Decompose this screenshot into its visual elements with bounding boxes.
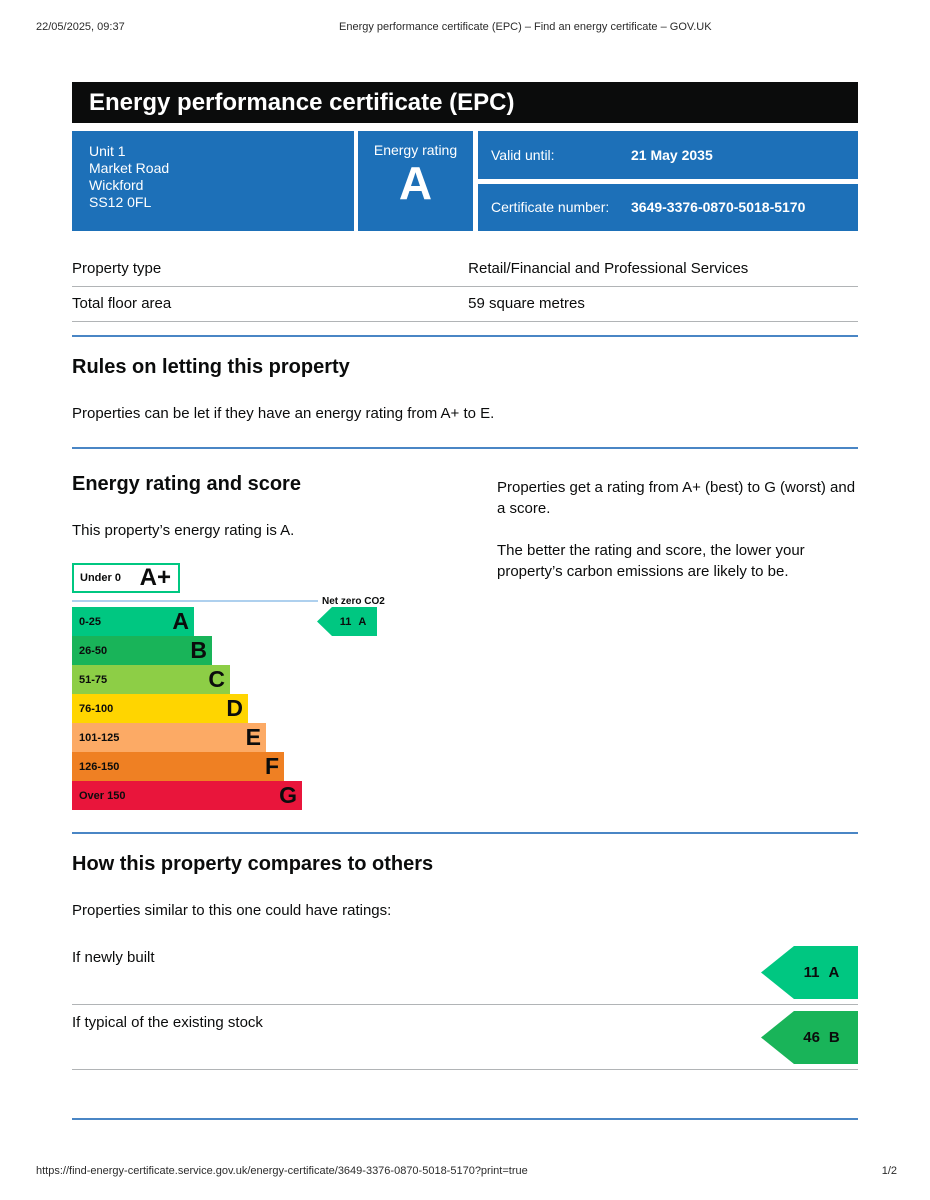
band-e: 101-125 E — [72, 723, 266, 752]
print-url: https://find-energy-certificate.service.… — [36, 1165, 528, 1177]
band-range: Under 0 — [80, 572, 121, 584]
floor-area-value: 59 square metres — [468, 286, 858, 322]
section-divider — [72, 447, 858, 449]
compare-heading: How this property compares to others — [72, 853, 434, 875]
address-line-4: SS12 0FL — [89, 194, 152, 210]
rating-section: Energy rating and score This property’s … — [72, 473, 858, 810]
band-a-plus: Under 0 A+ — [72, 563, 180, 593]
compare-row: If typical of the existing stock 46 B — [72, 1005, 858, 1070]
compare-row: If newly built 11 A — [72, 940, 858, 1005]
valid-until-row: Valid until: 21 May 2035 — [478, 131, 858, 179]
band-b: 26-50 B — [72, 636, 212, 665]
address-line-1: Unit 1 — [89, 143, 126, 159]
address-line-2: Market Road — [89, 160, 170, 176]
rules-body: Properties can be let if they have an en… — [72, 405, 495, 422]
band-letter: A — [172, 608, 189, 634]
compare-rating-marker: 46 B — [761, 1011, 858, 1064]
rating-letter: A — [358, 615, 367, 628]
rating-section-left: Energy rating and score This property’s … — [72, 473, 457, 810]
compare-letter: B — [828, 1029, 840, 1046]
band-letter: F — [264, 753, 279, 779]
band-g: Over 150 G — [72, 781, 302, 810]
rules-heading: Rules on letting this property — [72, 356, 350, 378]
page-title: Energy performance certificate (EPC) — [72, 82, 858, 123]
print-datetime: 22/05/2025, 09:37 — [36, 21, 125, 33]
section-divider — [72, 832, 858, 834]
certificate-number-label: Certificate number: — [491, 199, 610, 216]
compare-row-label: If newly built — [72, 949, 155, 966]
compare-intro: Properties similar to this one could hav… — [72, 902, 392, 919]
rating-heading: Energy rating and score — [72, 473, 301, 495]
certificate-summary: Unit 1 Market Road Wickford SS12 0FL Ene… — [72, 131, 858, 231]
valid-until-label: Valid until: — [491, 146, 555, 163]
address-line-3: Wickford — [89, 177, 144, 193]
compare-score: 46 — [803, 1029, 820, 1046]
property-type-value: Retail/Financial and Professional Servic… — [468, 252, 858, 287]
floor-area-label: Total floor area — [72, 286, 469, 322]
band-letter: E — [245, 724, 261, 750]
band-range: 0-25 — [79, 615, 102, 628]
band-c: 51-75 C — [72, 665, 230, 694]
energy-rating-label: Energy rating — [373, 142, 458, 158]
certificate-content: Energy performance certificate (EPC) Uni… — [72, 82, 858, 1120]
band-range: 101-125 — [79, 731, 120, 744]
compare-letter: A — [828, 964, 840, 981]
rating-section-right: Properties get a rating from A+ (best) t… — [497, 473, 858, 582]
energy-rating-value: A — [398, 157, 433, 209]
energy-rating-box: Energy rating A — [358, 131, 473, 231]
rating-bands: 0-25 A 26-50 B 51-75 C 76-100 D 101-125 E 126-150 F… — [72, 607, 452, 810]
band-letter: C — [208, 666, 225, 692]
property-address: Unit 1 Market Road Wickford SS12 0FL — [72, 131, 354, 231]
certificate-number-row: Certificate number: 3649-3376-0870-5018-… — [478, 183, 858, 231]
band-f: 126-150 F — [72, 752, 284, 781]
print-doc-title: Energy performance certificate (EPC) – F… — [339, 21, 712, 33]
property-type-label: Property type — [72, 252, 469, 287]
table-row: Property type Retail/Financial and Profe… — [72, 252, 858, 287]
compare-list: If newly built 11 A If typical of the exist… — [72, 940, 858, 1070]
compare-row-label: If typical of the existing stock — [72, 1014, 263, 1031]
band-range: 26-50 — [79, 644, 108, 657]
print-page-number: 1/2 — [881, 1165, 897, 1177]
band-letter: A+ — [139, 564, 171, 591]
valid-until-value: 21 May 2035 — [631, 146, 713, 163]
table-row: Total floor area 59 square metres — [72, 286, 858, 322]
rating-explainer-2: The better the rating and score, the low… — [497, 542, 805, 580]
epc-rating-chart: Under 0 A+ Net zero CO2 0-25 A 26-50 B 51-75… — [72, 563, 452, 810]
section-divider — [72, 335, 858, 337]
rating-intro: This property’s energy rating is A. — [72, 522, 295, 539]
rating-explainer-1: Properties get a rating from A+ (best) t… — [497, 479, 856, 517]
property-details-table: Property type Retail/Financial and Profe… — [72, 252, 858, 322]
band-range: Over 150 — [79, 789, 126, 802]
rating-score: 11 — [339, 615, 352, 628]
band-letter: G — [279, 782, 297, 808]
band-range: 126-150 — [79, 760, 120, 773]
compare-score: 11 — [803, 964, 820, 981]
net-zero-label: Net zero CO2 — [322, 595, 385, 607]
band-d: 76-100 D — [72, 694, 248, 723]
certificate-number-value: 3649-3376-0870-5018-5170 — [631, 199, 806, 216]
browser-print-footer: https://find-energy-certificate.service.… — [36, 1165, 897, 1177]
compare-rating-marker: 11 A — [761, 946, 858, 999]
band-range: 76-100 — [79, 702, 114, 715]
band-a: 0-25 A — [72, 607, 194, 636]
band-range: 51-75 — [79, 673, 108, 686]
browser-print-header: 22/05/2025, 09:37 Energy performance cer… — [0, 21, 930, 35]
section-divider — [72, 1118, 858, 1120]
net-zero-line — [72, 600, 318, 602]
band-letter: D — [226, 695, 243, 721]
certificate-meta: Valid until: 21 May 2035 Certificate num… — [478, 131, 858, 231]
net-zero-row: Net zero CO2 — [72, 595, 452, 607]
band-letter: B — [190, 637, 207, 663]
